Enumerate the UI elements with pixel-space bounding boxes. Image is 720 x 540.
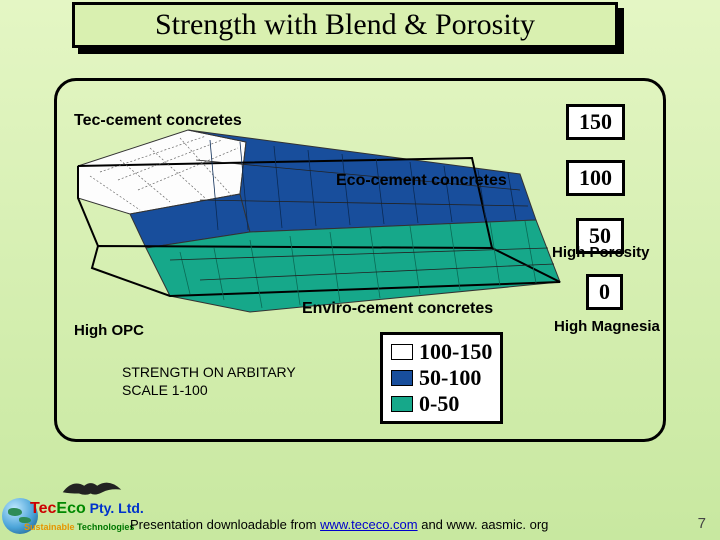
legend-label-low: 0-50: [419, 391, 459, 417]
page-number: 7: [698, 515, 706, 532]
scale-note-1: STRENGTH ON ARBITARY: [122, 364, 296, 380]
brand-sub-1: Sustainable: [24, 522, 77, 532]
brand-part-tec: Tec: [30, 500, 56, 517]
label-high-opc: High OPC: [74, 322, 144, 339]
footer-text: Presentation downloadable from www.tecec…: [130, 517, 548, 532]
label-tec: Tec-cement concretes: [74, 112, 242, 130]
brand-sub-2: Technologies: [77, 522, 134, 532]
footer-link[interactable]: www.tececo.com: [320, 517, 418, 532]
brand-part-pty: Pty. Ltd.: [86, 500, 144, 516]
scale-note-2: SCALE 1-100: [122, 382, 208, 398]
legend-label-top: 100-150: [419, 339, 492, 365]
ytick-0: 0: [586, 274, 623, 310]
label-eco: Eco-cement concretes: [336, 172, 507, 190]
footer-pre: Presentation downloadable from: [130, 517, 320, 532]
legend-item-0-50: 0-50: [391, 391, 492, 417]
legend-swatch-top: [391, 344, 413, 360]
brand-subtitle: Sustainable Technologies: [24, 522, 134, 532]
label-high-magnesia: High Magnesia: [554, 318, 660, 335]
brand-logo: TecEco Pty. Ltd.: [30, 500, 144, 518]
brand-part-eco: Eco: [56, 500, 85, 517]
slide: Strength with Blend & Porosity: [0, 0, 720, 540]
eagle-icon: [56, 474, 128, 500]
label-enviro: Enviro-cement concretes: [302, 300, 493, 318]
legend-item-100-150: 100-150: [391, 339, 492, 365]
legend-label-mid: 50-100: [419, 365, 481, 391]
footer: TecEco Pty. Ltd. Sustainable Technologie…: [0, 492, 720, 540]
legend: 100-150 50-100 0-50: [380, 332, 503, 424]
label-high-porosity: High Porosity: [552, 244, 650, 261]
legend-swatch-low: [391, 396, 413, 412]
legend-item-50-100: 50-100: [391, 365, 492, 391]
legend-swatch-mid: [391, 370, 413, 386]
surface-chart: [0, 0, 720, 540]
ytick-150: 150: [566, 104, 625, 140]
ytick-100: 100: [566, 160, 625, 196]
footer-mid: and www. aasmic. org: [418, 517, 549, 532]
